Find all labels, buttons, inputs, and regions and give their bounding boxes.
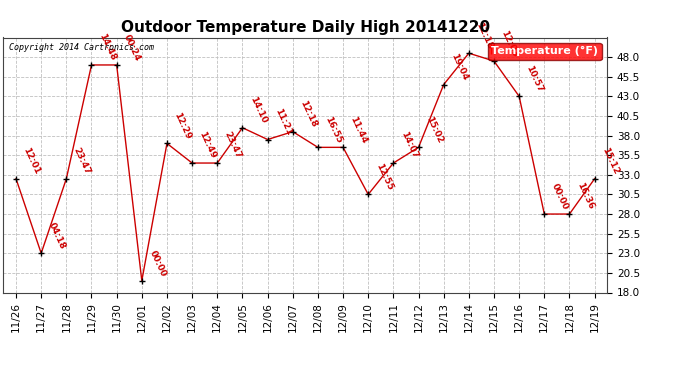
Text: Copyright 2014 Cartronics.com: Copyright 2014 Cartronics.com <box>10 43 155 52</box>
Text: 11:44: 11:44 <box>348 115 369 145</box>
Text: 00:00: 00:00 <box>550 182 570 211</box>
Text: 16:36: 16:36 <box>575 182 595 211</box>
Title: Outdoor Temperature Daily High 20141220: Outdoor Temperature Daily High 20141220 <box>121 20 490 35</box>
Text: 12:01: 12:01 <box>21 146 42 176</box>
Text: 12:18: 12:18 <box>475 21 495 50</box>
Text: 12:29: 12:29 <box>172 111 193 141</box>
Text: 00:00: 00:00 <box>148 249 168 278</box>
Text: 15:12: 15:12 <box>600 146 620 176</box>
Text: 12:18: 12:18 <box>298 99 319 129</box>
Text: 12:55: 12:55 <box>374 162 394 192</box>
Text: 14:10: 14:10 <box>248 95 268 125</box>
Text: 16:55: 16:55 <box>324 115 344 145</box>
Text: 11:21: 11:21 <box>273 107 293 137</box>
Text: 19:04: 19:04 <box>449 52 470 82</box>
Text: 04:18: 04:18 <box>47 221 67 251</box>
Text: 10:57: 10:57 <box>524 64 545 94</box>
Text: 15:02: 15:02 <box>424 115 444 145</box>
Text: 14:07: 14:07 <box>399 130 420 160</box>
Legend: Temperature (°F): Temperature (°F) <box>488 43 602 60</box>
Text: 23:47: 23:47 <box>223 130 243 160</box>
Text: 12:49: 12:49 <box>197 130 218 160</box>
Text: 00:24: 00:24 <box>122 33 142 62</box>
Text: 12:03: 12:03 <box>500 28 520 58</box>
Text: 23:47: 23:47 <box>72 146 92 176</box>
Text: 14:48: 14:48 <box>97 32 117 62</box>
